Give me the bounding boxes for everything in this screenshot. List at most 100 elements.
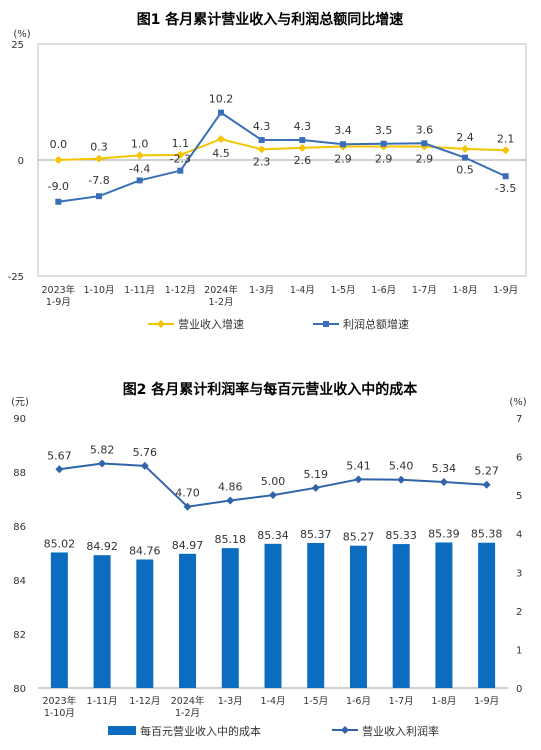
chart-2-right-ytick: 6 [516, 453, 522, 464]
chart-1-xtick: 1-6月 [371, 285, 396, 296]
cost-per-100-label: 85.37 [300, 528, 332, 541]
profit-rate-label: 5.27 [474, 465, 499, 478]
profit-growth-point [218, 109, 224, 116]
legend-profit-growth-label: 利润总额增速 [343, 317, 409, 331]
cost-per-100-label: 85.38 [471, 528, 503, 541]
chart-2-xtick: 1-4月 [260, 696, 285, 707]
chart-1-xtick: 1-11月 [124, 285, 155, 296]
chart-1-ytick-bottom: -25 [8, 272, 24, 283]
chart-2-right-axis-labels: 0 1 2 3 4 5 6 7 [516, 414, 522, 695]
cost-per-100-label: 84.92 [86, 540, 118, 553]
chart-1: 图1 各月累计营业收入与利润总额同比增速 (%) 25 0 -25 2023年1… [8, 11, 527, 331]
profit-growth-label: 0.5 [456, 164, 474, 177]
revenue-growth-point [461, 144, 469, 153]
cost-per-100-label: 85.33 [385, 529, 417, 542]
chart-2-legend: 每百元营业收入中的成本 营业收入利润率 [108, 724, 439, 738]
revenue-growth-point [501, 146, 510, 155]
revenue-growth-label: 2.3 [253, 155, 271, 168]
profit-rate-label: 5.34 [432, 462, 457, 475]
profit-rate-point [98, 459, 107, 468]
chart-1-title: 图1 各月累计营业收入与利润总额同比增速 [137, 11, 404, 28]
chart-1-xtick: 2024年 [204, 284, 238, 296]
legend-profit-growth-marker [323, 321, 329, 327]
revenue-growth-label: 2.4 [456, 131, 474, 144]
cost-per-100-bar [93, 555, 111, 688]
profit-growth-point [136, 177, 143, 184]
chart-2-right-ytick: 0 [516, 684, 522, 695]
cost-per-100-bar [136, 559, 154, 688]
profit-rate-point [140, 461, 149, 470]
profit-growth-point [96, 193, 102, 200]
chart-2-xtick: 2024年 [171, 695, 205, 707]
profit-growth-label: 3.5 [375, 124, 393, 137]
chart-2-xtick: 1-2月 [175, 708, 200, 719]
chart-1-xtick: 1-3月 [249, 285, 274, 296]
chart-2-xtick: 1-7月 [389, 696, 414, 707]
profit-growth-line [58, 111, 507, 203]
profit-growth-point [55, 198, 62, 205]
legend-cost-per-100-label: 每百元营业收入中的成本 [140, 724, 261, 738]
chart-2-left-ytick: 90 [13, 414, 26, 425]
revenue-growth-point [176, 150, 185, 159]
cost-per-100-label: 85.18 [215, 533, 247, 546]
chart-2-left-ytick: 80 [13, 684, 26, 695]
chart-2-right-unit: (%) [509, 397, 526, 408]
profit-rate-label: 5.19 [303, 468, 328, 481]
profit-rate-label: 5.67 [47, 449, 72, 462]
revenue-growth-label: 1.1 [172, 137, 190, 150]
chart-1-xtick: 2023年 [41, 284, 75, 296]
chart-1-markers [54, 109, 510, 205]
revenue-growth-label: 0.0 [50, 138, 68, 151]
profit-rate-point [269, 491, 277, 500]
profit-rate-label: 5.00 [261, 475, 286, 488]
chart-1-xtick: 1-12月 [165, 285, 196, 296]
profit-rate-point [311, 483, 320, 492]
chart-2-left-axis-labels: 80 82 84 86 88 90 [13, 414, 26, 695]
revenue-growth-point [257, 145, 266, 154]
revenue-growth-label: 2.9 [416, 153, 434, 166]
cost-per-100-bar [307, 543, 325, 688]
profit-growth-point [258, 137, 265, 144]
profit-growth-label: -9.0 [48, 180, 69, 193]
profit-rate-point [439, 478, 448, 487]
cost-per-100-bar [179, 553, 197, 688]
profit-rate-label: 4.86 [218, 481, 243, 494]
chart-2-xtick: 1-3月 [218, 696, 243, 707]
chart-2-bar-labels: 85.02 84.92 84.76 84.97 85.18 85.34 85.37 85.27… [44, 527, 503, 557]
chart-2-left-ytick: 86 [13, 522, 26, 533]
profit-growth-point [462, 154, 468, 161]
revenue-growth-label: 1.0 [131, 137, 149, 150]
chart-2-xtick: 2023年 [43, 695, 77, 707]
profit-rate-point [354, 475, 363, 484]
chart-2-right-ytick: 1 [516, 645, 522, 656]
cost-per-100-label: 84.97 [172, 539, 204, 552]
chart-2-left-ytick: 84 [13, 576, 26, 587]
chart-1-xtick: 1-9月 [46, 297, 71, 308]
profit-growth-label: 4.3 [253, 120, 271, 133]
profit-rate-label: 5.40 [389, 460, 414, 473]
chart-1-xtick: 1-4月 [290, 285, 315, 296]
legend-profit-rate-marker [341, 726, 349, 734]
chart-2-line-labels: 5.67 5.82 5.76 4.70 4.86 5.00 5.19 5.41 5.40 5.34… [47, 444, 499, 500]
legend-cost-per-100-swatch [108, 726, 136, 735]
cost-per-100-label: 85.34 [257, 529, 289, 542]
chart-2-title: 图2 各月累计利润率与每百元营业收入中的成本 [123, 381, 419, 398]
chart-2-xtick: 1-5月 [303, 696, 328, 707]
chart-2-right-ytick: 2 [516, 607, 522, 618]
profit-growth-point [177, 167, 184, 174]
legend-revenue-growth-marker [157, 320, 165, 328]
chart-2-xtick: 1-10月 [44, 708, 75, 719]
revenue-growth-point [298, 143, 307, 152]
revenue-growth-point [95, 154, 103, 163]
chart-2-xtick: 1-6月 [346, 696, 371, 707]
chart-2-xtick: 1-11月 [87, 696, 118, 707]
chart-1-data-labels: 0.0 0.3 1.0 1.1 4.5 2.3 2.6 2.9 2.9 2.9 2.4 2.1 -9.0… [48, 93, 517, 196]
cost-per-100-bar [349, 545, 367, 688]
profit-rate-point [226, 496, 235, 505]
cost-per-100-bar [50, 552, 68, 688]
chart-2-right-ytick: 3 [516, 568, 522, 579]
profit-growth-label: 3.6 [416, 123, 434, 136]
cost-per-100-label: 85.39 [428, 527, 460, 540]
